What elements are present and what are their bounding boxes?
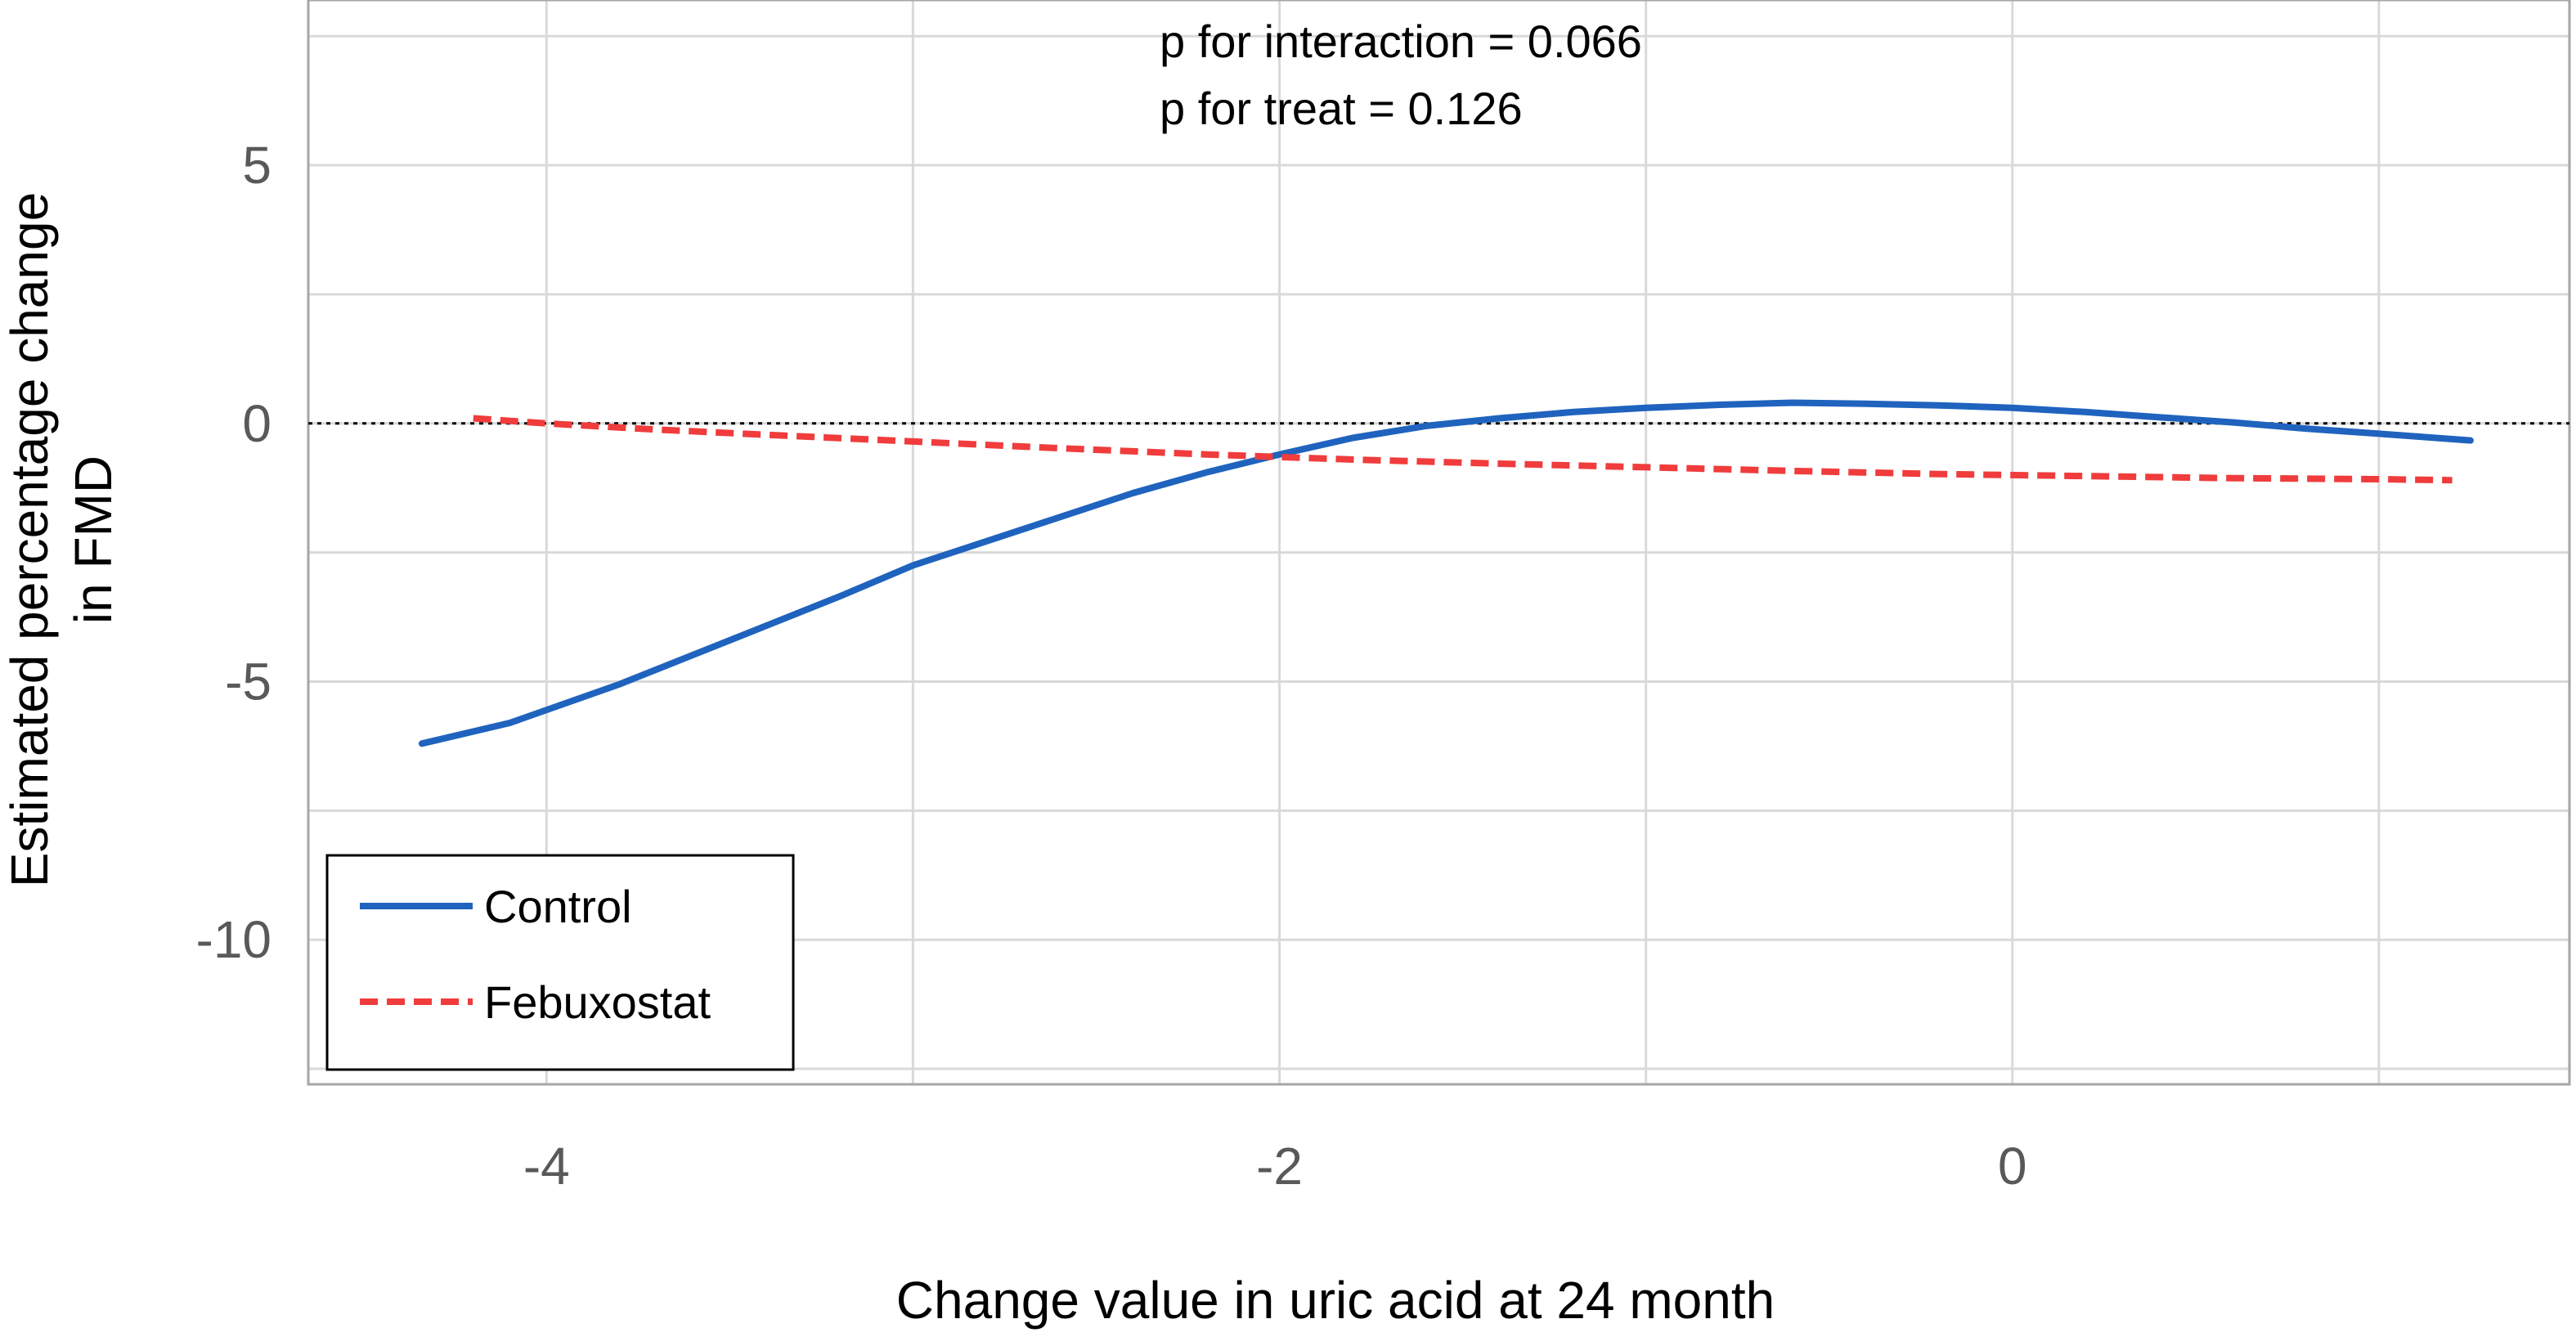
x-axis-label: Change value in uric acid at 24 month xyxy=(896,1271,1775,1330)
grid xyxy=(308,0,2569,1084)
x-tick-label: 0 xyxy=(1998,1137,2027,1196)
legend-box xyxy=(325,854,795,1071)
legend: Control Febuxostat xyxy=(325,854,795,1071)
y-tick-label: -5 xyxy=(225,652,272,711)
annotation-interaction: p for interaction = 0.066 xyxy=(1160,16,1642,67)
series-lines xyxy=(418,399,2474,747)
series-line-control xyxy=(418,399,2474,747)
legend-label-control: Control xyxy=(484,881,632,932)
legend-label-febuxostat: Febuxostat xyxy=(484,976,711,1028)
y-tick-label: 5 xyxy=(242,136,272,195)
series-line-febuxostat xyxy=(473,415,2453,484)
annotation-treat: p for treat = 0.126 xyxy=(1160,83,1523,134)
x-tick-labels: -4 -2 0 xyxy=(523,1137,2027,1196)
y-tick-labels: 5 0 -5 -10 xyxy=(196,136,272,969)
y-tick-label: 0 xyxy=(242,394,272,453)
x-tick-label: -4 xyxy=(523,1137,570,1196)
y-axis-label-line2: in FMD xyxy=(64,455,123,624)
y-tick-label: -10 xyxy=(196,910,272,969)
plot-area-border xyxy=(307,0,2571,1086)
x-tick-label: -2 xyxy=(1256,1137,1303,1196)
y-axis-label-line1: Estimated percentage change xyxy=(0,192,59,887)
